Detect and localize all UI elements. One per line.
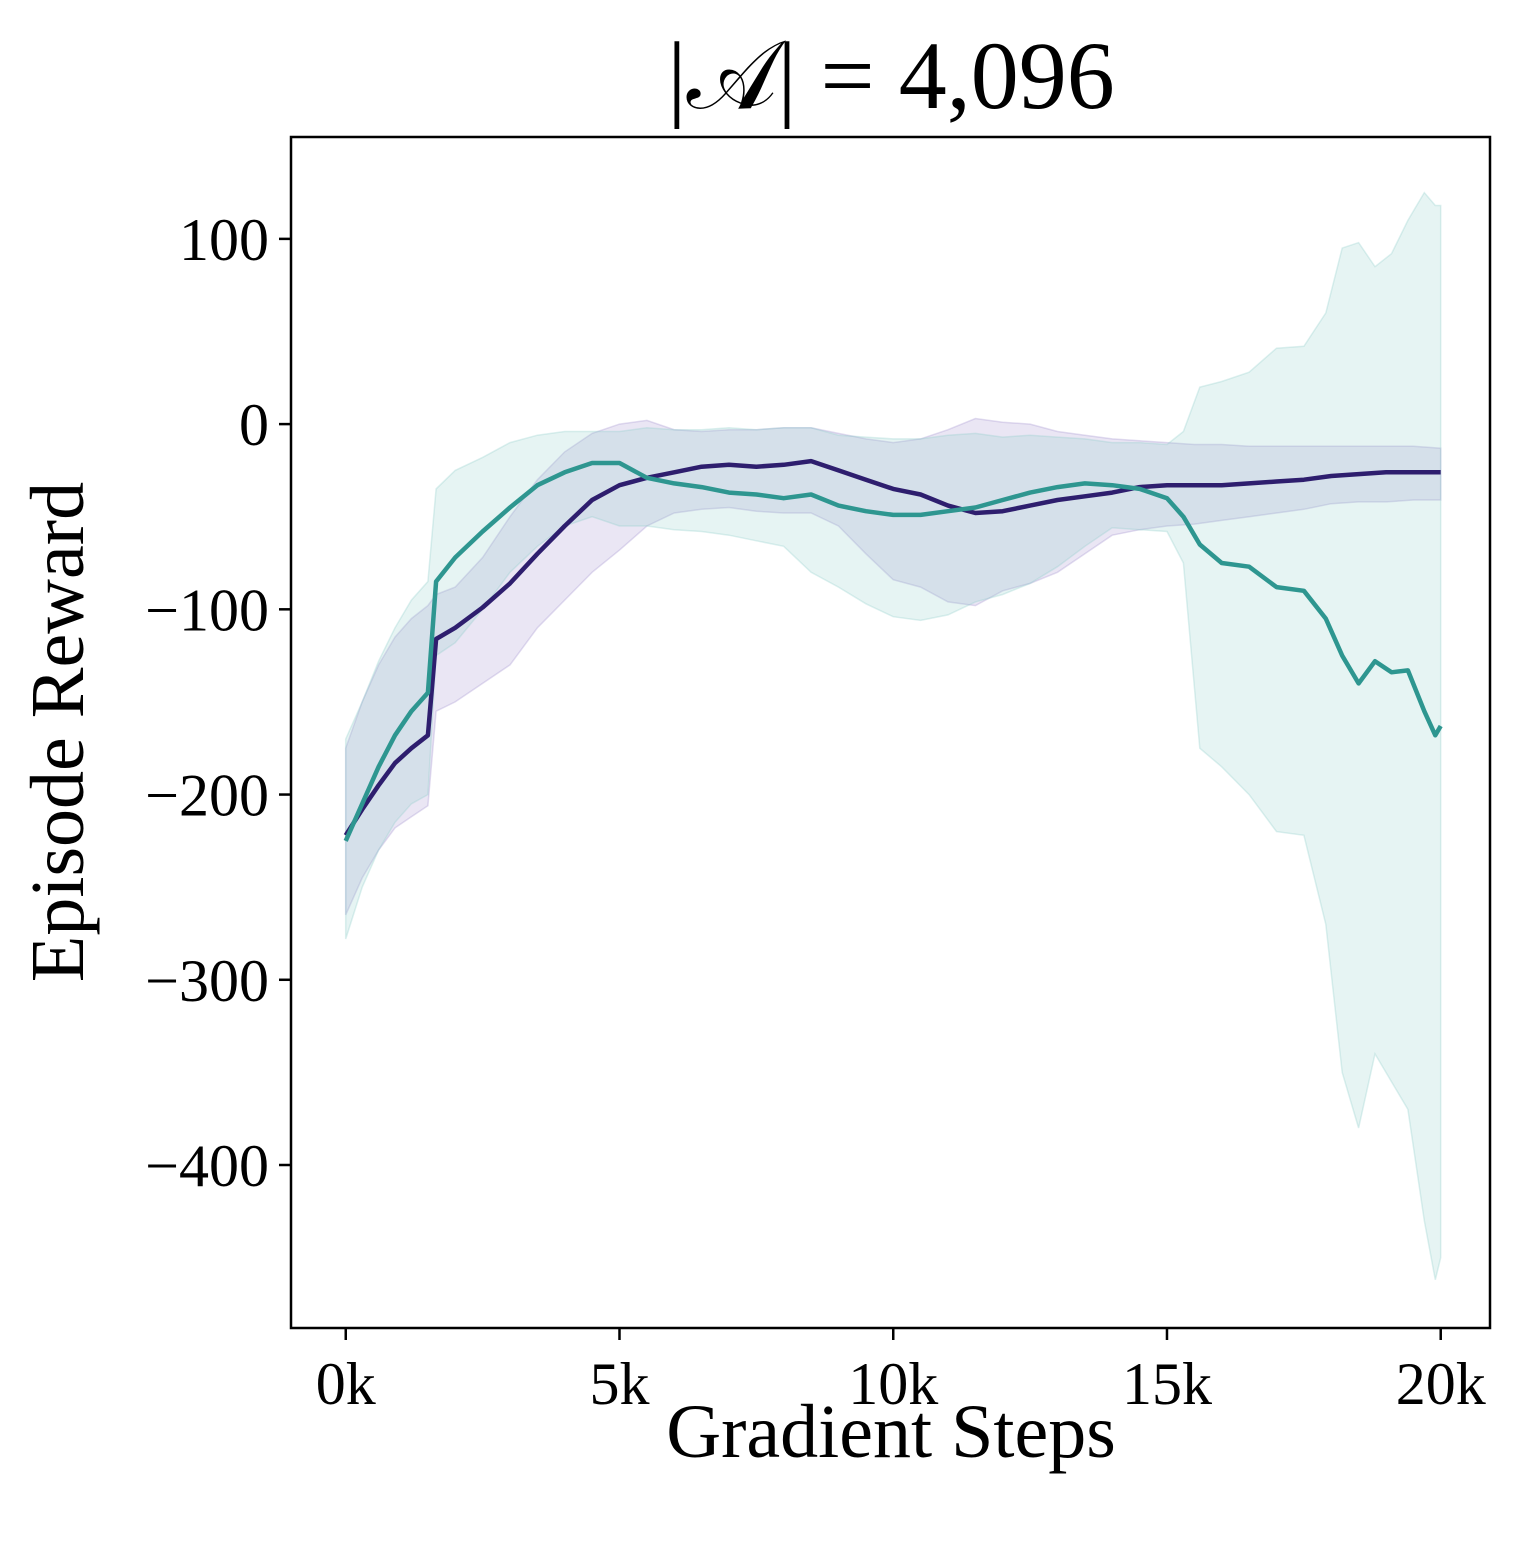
series-1-band bbox=[344, 417, 1442, 916]
plot-frame bbox=[289, 135, 1492, 1330]
x-axis-ticks: 0k 5k 10k 15k 20k bbox=[316, 1328, 1486, 1417]
y-tick-label: −100 bbox=[145, 577, 269, 643]
y-tick-label: −400 bbox=[145, 1133, 269, 1199]
confidence-bands bbox=[344, 191, 1442, 1280]
y-tick-label: 0 bbox=[239, 392, 269, 458]
x-tick-label: 10k bbox=[848, 1351, 938, 1417]
chart-title: |𝒜| = 4,096 bbox=[667, 22, 1114, 129]
x-tick-label: 15k bbox=[1122, 1351, 1212, 1417]
y-tick-label: −300 bbox=[145, 948, 269, 1014]
y-axis-ticks: 100 0 −100 −200 −300 −400 bbox=[145, 207, 291, 1199]
series-2-band bbox=[344, 191, 1442, 1280]
x-tick-label: 0k bbox=[316, 1351, 376, 1417]
series-1-line bbox=[343, 458, 1441, 837]
y-tick-label: −200 bbox=[145, 763, 269, 829]
y-tick-label: 100 bbox=[179, 207, 269, 273]
x-tick-label: 20k bbox=[1396, 1351, 1486, 1417]
y-axis-label: Episode Reward bbox=[16, 482, 100, 982]
x-tick-label: 5k bbox=[589, 1351, 649, 1417]
series-2-line bbox=[343, 460, 1443, 842]
x-axis-label: Gradient Steps bbox=[666, 1390, 1116, 1474]
series-lines bbox=[343, 458, 1443, 842]
